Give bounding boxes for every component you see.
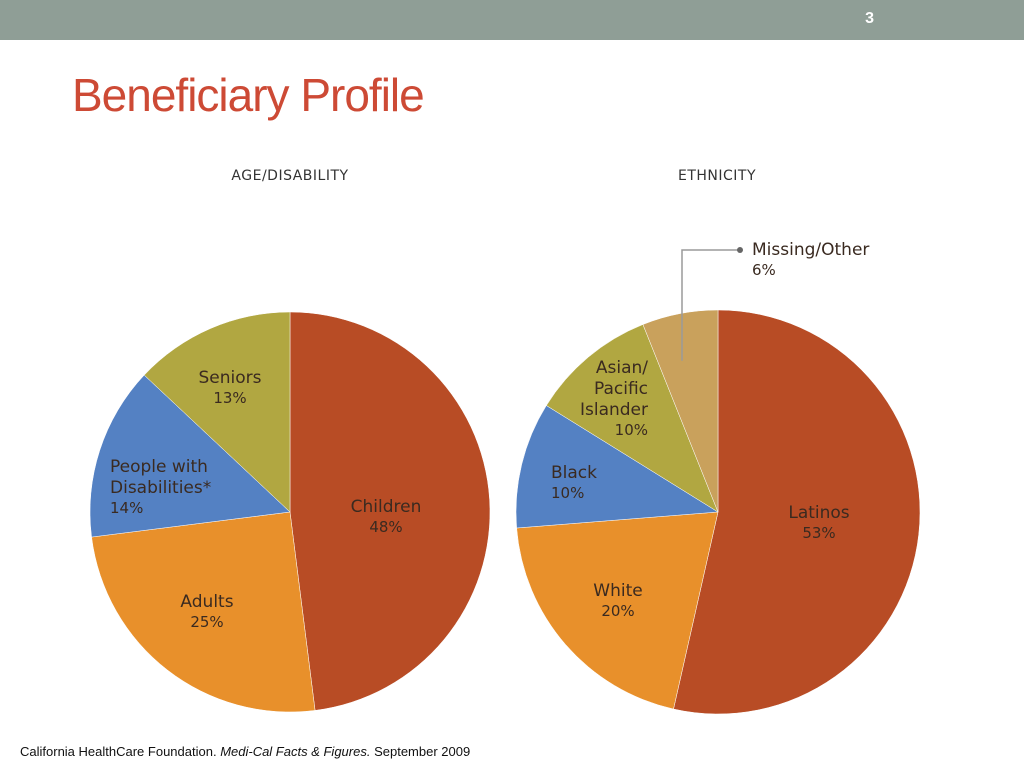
slice-value-missing-other: 6%	[752, 261, 776, 279]
footer-source: California HealthCare Foundation. Medi-C…	[20, 744, 470, 759]
slice-value-black: 10%	[551, 484, 584, 502]
slice-label-asian-pacific-islander: Pacific	[594, 379, 648, 399]
pie-slice-children	[289, 311, 491, 711]
pie-slice-white	[516, 511, 719, 710]
footer-org: California HealthCare Foundation.	[20, 744, 217, 759]
slice-label-missing-other: Missing/Other	[752, 240, 869, 260]
callout-dot	[737, 247, 743, 253]
pie-slice-latinos	[673, 309, 921, 715]
pie-slice-asian-pacific-islander	[546, 324, 719, 513]
slice-label-latinos: Latinos	[788, 503, 849, 523]
pie-slice-seniors	[143, 311, 291, 513]
slide-number: 3	[865, 10, 874, 27]
slide-title: Beneficiary Profile	[72, 69, 425, 121]
callout-leader-line	[681, 249, 740, 361]
slice-label-seniors: Seniors	[199, 368, 262, 388]
slice-value-adults: 25%	[190, 613, 223, 631]
footer-date: September 2009	[374, 744, 471, 759]
slice-label-asian-pacific-islander: Islander	[580, 400, 648, 420]
slice-label-adults: Adults	[180, 592, 233, 612]
slice-value-children: 48%	[369, 518, 402, 536]
slice-label-asian-pacific-islander: Asian/	[596, 358, 648, 378]
slice-label-black: Black	[551, 463, 597, 483]
slice-value-seniors: 13%	[213, 389, 246, 407]
slice-value-white: 20%	[601, 602, 634, 620]
slice-value-latinos: 53%	[802, 524, 835, 542]
slice-value-people-with-disabilities: 14%	[110, 499, 143, 517]
slice-value-asian-pacific-islander: 10%	[615, 421, 648, 439]
chart-title: AGE/DISABILITY	[231, 168, 348, 184]
slice-label-people-with-disabilities: Disabilities*	[110, 478, 211, 498]
slice-label-white: White	[593, 581, 642, 601]
slice-label-people-with-disabilities: People with	[110, 457, 208, 477]
pie-slice-black	[515, 405, 719, 529]
chart-title: ETHNICITY	[678, 168, 756, 184]
pie-slice-people-with-disabilities	[89, 374, 291, 538]
pie-slice-adults	[91, 511, 316, 713]
footer-publication: Medi-Cal Facts & Figures.	[220, 744, 371, 759]
pie-slice-missing-other	[642, 309, 719, 513]
slice-label-children: Children	[351, 497, 422, 517]
chart-ethnicity: ETHNICITYLatinos53%White20%Black10%Asian…	[515, 168, 921, 715]
top-bar: 3	[0, 0, 1024, 40]
